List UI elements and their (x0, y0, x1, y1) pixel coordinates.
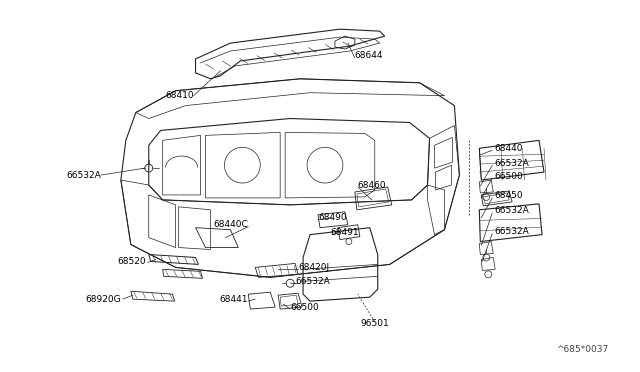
Text: ^685*0037: ^685*0037 (557, 345, 609, 354)
Text: 68460: 68460 (358, 180, 387, 189)
Text: 68491: 68491 (330, 228, 358, 237)
Text: 68420J: 68420J (298, 263, 329, 272)
Text: 68410: 68410 (165, 91, 193, 100)
Text: 66532A: 66532A (494, 206, 529, 215)
Text: 68920G: 68920G (85, 295, 121, 304)
Text: 66500: 66500 (494, 171, 523, 180)
Text: 68644: 68644 (355, 51, 383, 61)
Text: 68440: 68440 (494, 144, 523, 153)
Text: 66532A: 66532A (295, 277, 330, 286)
Text: 68441: 68441 (220, 295, 248, 304)
Text: 66532A: 66532A (66, 171, 101, 180)
Text: 68490: 68490 (318, 213, 347, 222)
Text: 66532A: 66532A (494, 227, 529, 236)
Text: 66500: 66500 (290, 302, 319, 312)
Text: 68440C: 68440C (214, 220, 248, 229)
Text: 68520: 68520 (117, 257, 146, 266)
Text: 96501: 96501 (360, 320, 389, 328)
Text: 68450: 68450 (494, 192, 523, 201)
Text: 66532A: 66532A (494, 159, 529, 168)
